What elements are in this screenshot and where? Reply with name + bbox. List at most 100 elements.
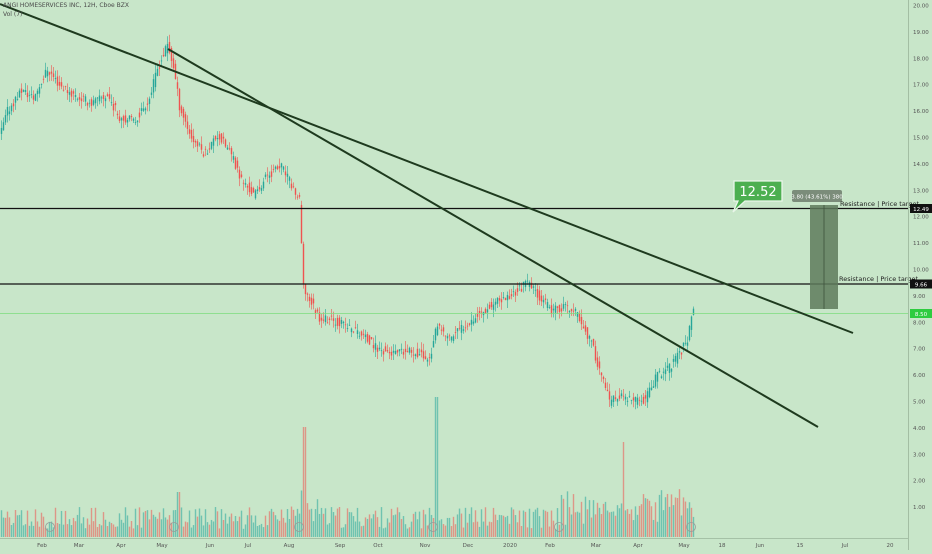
volume-bar	[174, 509, 177, 537]
volume-bar	[486, 525, 489, 537]
volume-bar	[100, 525, 103, 537]
volume-bar	[290, 506, 293, 537]
candle-body	[396, 350, 399, 353]
candle-body	[106, 94, 109, 96]
volume-bar	[208, 524, 211, 537]
volume-bar	[28, 525, 31, 537]
candle-body	[222, 136, 225, 139]
candle-body	[630, 399, 633, 401]
candle-body	[456, 328, 459, 332]
candle-body	[98, 95, 101, 102]
volume-bar	[336, 508, 339, 537]
candle-body	[254, 190, 257, 199]
candle-body	[464, 327, 467, 329]
candle-body	[616, 398, 619, 402]
candle-body	[338, 317, 341, 327]
volume-bar	[570, 514, 573, 537]
volume-bar	[234, 515, 237, 537]
volume-bar	[548, 526, 551, 537]
callout-text: 12.52	[739, 185, 776, 200]
candle-body	[366, 334, 369, 342]
candle-body	[444, 335, 447, 337]
candle-body	[46, 70, 49, 77]
volume-bar	[186, 522, 189, 537]
candle-body	[166, 43, 169, 54]
candle-body	[632, 397, 635, 401]
candle-body	[38, 87, 41, 94]
volume-bar	[176, 492, 179, 537]
volume-bar	[184, 521, 187, 537]
candle-body	[40, 84, 43, 85]
candle-body	[250, 187, 253, 194]
candle-body	[654, 374, 657, 387]
candle-body	[562, 304, 565, 309]
candle-body	[384, 346, 387, 352]
candle-body	[120, 118, 123, 121]
trend-line-short[interactable]	[167, 48, 819, 428]
price-axis[interactable]: 20.00 19.00 18.00 17.00 16.00 15.00 14.00 13.00…	[913, 4, 929, 512]
price-tick-label: 12.00	[913, 215, 929, 221]
event-marker	[686, 522, 696, 532]
volume-bar	[138, 507, 141, 537]
price-tick-label: 2.00	[913, 479, 926, 485]
candle-body	[578, 313, 581, 321]
volume-bar	[242, 528, 245, 537]
volume-bar	[448, 517, 451, 537]
price-callout[interactable]: 12.52	[732, 180, 783, 213]
volume-bar	[132, 528, 135, 537]
volume-bar	[120, 519, 123, 537]
volume-bar	[312, 521, 315, 537]
time-tick-label: Sep	[335, 543, 346, 549]
volume-bar	[480, 509, 483, 537]
price-tick-label: 9.00	[913, 294, 926, 300]
price-tick-label: 1.00	[913, 505, 926, 511]
volume-bar	[300, 490, 303, 537]
candle-body	[478, 310, 481, 314]
candle-body	[110, 102, 113, 104]
time-axis[interactable]: Feb Mar Apr May Jun Jul Aug Sep Oct Nov Dec 2020 Feb…	[37, 543, 894, 549]
volume-bar	[518, 510, 521, 537]
volume-bar	[96, 527, 99, 537]
volume-bar	[220, 509, 223, 537]
price-tick-label: 18.00	[913, 56, 929, 62]
candle-body	[512, 291, 515, 293]
volume-bar	[422, 509, 425, 537]
volume-bar	[232, 521, 235, 537]
volume-bar	[98, 524, 101, 537]
volume-bar	[630, 509, 633, 537]
volume-bar	[240, 510, 243, 537]
candle-body	[608, 391, 611, 400]
volume-bar	[484, 507, 487, 537]
volume-bar	[494, 514, 497, 537]
volume-bar	[662, 510, 665, 537]
candle-body	[282, 166, 285, 170]
price-tick-label: 15.00	[913, 136, 929, 142]
candle-body	[386, 350, 389, 352]
time-tick-label: Apr	[633, 543, 643, 549]
volume-bar	[476, 521, 479, 537]
candle-body	[190, 129, 193, 139]
price-tick-label: 17.00	[913, 83, 929, 89]
volume-bar	[526, 527, 529, 537]
volume-bar	[612, 511, 615, 537]
candle-body	[216, 137, 219, 140]
candle-body	[100, 97, 103, 99]
candle-body	[664, 369, 667, 375]
volume-bar	[266, 525, 269, 537]
volume-bar	[68, 519, 71, 537]
trend-line-long[interactable]	[0, 3, 854, 334]
volume-bar	[646, 498, 649, 537]
volume-bar	[192, 525, 195, 537]
volume-bar	[206, 522, 209, 537]
volume-bar	[272, 511, 275, 537]
candle-body	[24, 90, 27, 93]
volume-bar	[564, 524, 567, 537]
volume-bar	[456, 514, 459, 537]
candle-body	[286, 173, 289, 177]
volume-bar	[270, 508, 273, 537]
volume-bar	[292, 509, 295, 537]
candle-body	[142, 108, 145, 111]
volume-bar	[114, 526, 117, 537]
